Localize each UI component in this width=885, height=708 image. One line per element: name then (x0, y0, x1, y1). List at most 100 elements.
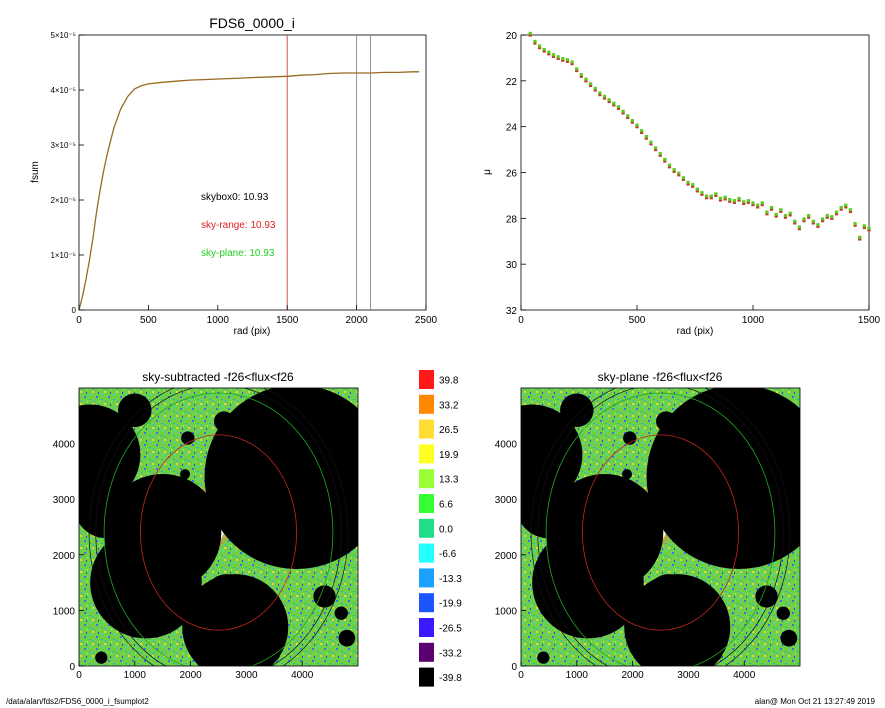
mu-xlabel: rad (pix) (677, 326, 714, 337)
img2-mask-disk (776, 606, 790, 620)
mu-point-green (537, 44, 542, 48)
mu-point-green (793, 219, 797, 223)
mu-point-red (598, 92, 602, 97)
img1-core-hole (209, 535, 216, 542)
mu-point-red (742, 201, 746, 206)
img1-mask-disk (214, 411, 235, 432)
img2-mask-disks (521, 388, 800, 666)
mu-point-red (751, 202, 755, 207)
mu-point-red (834, 212, 839, 216)
img2-xtick-label: 4000 (733, 670, 756, 681)
mu-point-green (732, 199, 737, 203)
img1-aperture-outer2 (88, 388, 349, 666)
mu-point-red (575, 68, 579, 73)
mu-point-red (547, 52, 551, 56)
colorbar-label: 0.0 (439, 524, 453, 535)
mu-point-red (765, 212, 769, 216)
mu-ytick-label: 24 (506, 123, 518, 134)
img1-aperture-inner (139, 434, 298, 631)
mu-point-green (709, 194, 713, 198)
img2-core-hole (658, 503, 663, 507)
mu-point-green (746, 199, 750, 203)
img1-mask-disk (204, 574, 250, 619)
mu-point-red (760, 202, 764, 207)
img2-aperture-outer1 (537, 388, 784, 666)
img1-xtick-label: 0 (76, 670, 82, 681)
mu-point-green (575, 67, 579, 71)
mu-point-green (700, 191, 704, 195)
mu-frame (520, 34, 870, 311)
img2-mask-disk (532, 526, 644, 639)
mu-point-red (612, 103, 616, 107)
img1-xtick-label: 4000 (291, 670, 314, 681)
mu-point-green (742, 200, 746, 204)
colorbar-swatch (419, 543, 434, 563)
mu-point-red (681, 177, 685, 181)
img2-mask-disk (754, 545, 768, 559)
mu-point-green (598, 91, 602, 95)
mu-point-green (839, 205, 843, 209)
mu-point-red (714, 193, 718, 198)
colorbar-swatch (419, 593, 434, 613)
colorbar-swatch (419, 642, 434, 662)
img1-mask-disk (190, 562, 203, 575)
sky-plane-image: sky-plane -f26<flux<f26 0 1000 2000 3000 400… (495, 370, 801, 681)
mu-point-green (658, 152, 662, 156)
colorbar-swatch (419, 444, 434, 464)
footer-timestamp: alan@ Mon Oct 21 13:27:49 2019 (755, 697, 876, 706)
img1-title: sky-subtracted -f26<flux<f26 (142, 370, 294, 384)
img2-mask-disk (755, 585, 778, 608)
mu-point-green (644, 134, 648, 138)
fsum-x-ticks: 0 500 1000 1500 2000 2500 (76, 305, 438, 326)
mu-point-red (589, 83, 593, 88)
mu-point-green (556, 55, 560, 59)
mu-point-red (556, 56, 560, 60)
mu-point-red (551, 54, 556, 58)
annotation-skybox0: skybox0: 10.93 (201, 192, 269, 203)
img1-mask-disk (278, 391, 293, 407)
mu-point-red (579, 74, 583, 78)
colorbar-label: -19.9 (439, 599, 462, 610)
mu-point-red (718, 198, 723, 202)
img1-mask-disks (79, 388, 358, 666)
fsum-ytick-label: 5×10⁻⁵ (50, 31, 76, 40)
colorbar-label: -13.3 (439, 574, 462, 585)
mu-point-green (681, 176, 685, 180)
colorbar-label: 6.6 (439, 500, 453, 511)
mu-point-green (821, 217, 825, 221)
annotation-sky-plane: sky-plane: 10.93 (201, 248, 275, 259)
colorbar-label: 13.3 (439, 475, 459, 486)
mu-point-red (756, 205, 760, 209)
colorbar-label: 26.5 (439, 425, 459, 436)
img1-ytick-label: 3000 (53, 495, 76, 506)
mu-ytick-label: 26 (506, 169, 518, 180)
mu-point-green (825, 213, 829, 217)
mu-point-green (816, 223, 820, 227)
mu-ytick-label: 32 (506, 306, 518, 317)
fsum-ytick-label: 3×10⁻⁵ (50, 141, 76, 150)
mu-point-green (551, 53, 556, 57)
mu-point-green (858, 235, 862, 239)
mu-point-red (807, 215, 811, 219)
img2-xtick-label: 1000 (566, 670, 589, 681)
mu-point-red (542, 49, 546, 53)
img1-mask-disk (338, 629, 356, 647)
img2-xtick-label: 2000 (621, 670, 644, 681)
fsum-xtick-label: 0 (76, 315, 82, 326)
mu-point-green (723, 195, 727, 199)
mu-point-green (607, 98, 611, 102)
img1-mask-disk (258, 424, 269, 435)
mu-point-red (565, 59, 569, 63)
mu-point-red (867, 228, 871, 232)
img1-mask-disk (90, 526, 202, 639)
mu-point-green (774, 212, 778, 216)
img2-mask-disk (537, 651, 550, 664)
img2-mask-disk (646, 574, 692, 619)
fsum-y-ticks: 0 1×10⁻⁵ 2×10⁻⁵ 3×10⁻⁵ 4×10⁻⁵ 5×10⁻⁵ (50, 31, 84, 315)
fsum-xtick-label: 2500 (415, 315, 438, 326)
mu-point-green (765, 210, 769, 214)
mu-point-green (718, 196, 723, 200)
fsum-ylabel: fsum (30, 161, 41, 183)
img2-x-ticks: 0 1000 2000 3000 4000 (518, 661, 756, 681)
colorbar-swatch (419, 469, 434, 489)
